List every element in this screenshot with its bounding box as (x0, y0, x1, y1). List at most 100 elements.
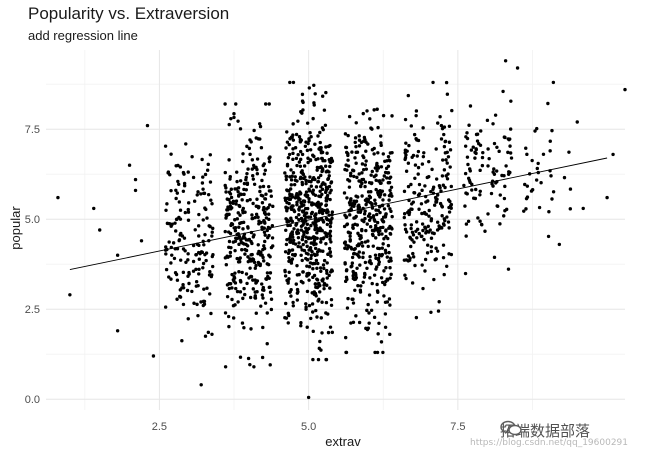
data-point (300, 92, 305, 97)
data-point (286, 196, 290, 201)
data-point (204, 258, 208, 263)
data-point (206, 330, 211, 335)
data-point (376, 332, 380, 336)
data-point (328, 197, 332, 202)
data-point (379, 181, 383, 185)
data-point (256, 137, 261, 141)
data-point (304, 190, 309, 194)
data-point (446, 198, 451, 202)
data-point (194, 253, 198, 257)
data-point (235, 289, 240, 294)
data-point (240, 248, 244, 252)
data-point (436, 121, 440, 125)
data-point (182, 184, 187, 188)
data-point (247, 146, 252, 151)
data-point (305, 194, 309, 199)
data-point (311, 329, 315, 334)
data-point (605, 195, 609, 200)
data-point (307, 200, 311, 204)
data-point (368, 195, 373, 200)
data-point (244, 188, 248, 192)
data-point (450, 108, 454, 113)
data-point (322, 286, 326, 291)
data-point (354, 194, 358, 198)
data-point (385, 278, 390, 282)
data-point (252, 163, 256, 168)
data-point (475, 139, 480, 143)
data-point (176, 163, 180, 168)
data-point (287, 258, 292, 263)
data-point (301, 270, 305, 274)
data-point (293, 175, 297, 179)
data-point (367, 260, 372, 264)
data-point (267, 159, 272, 164)
data-point (324, 242, 328, 246)
data-point (441, 243, 446, 247)
data-point (308, 175, 312, 179)
data-point (286, 279, 290, 284)
y-tick-label: 0.0 (25, 394, 40, 406)
data-point (200, 157, 204, 162)
data-point (270, 224, 275, 228)
data-point (294, 156, 299, 161)
data-point (358, 237, 362, 241)
data-point (379, 276, 384, 280)
data-point (343, 246, 347, 250)
data-point (318, 290, 322, 294)
data-point (326, 252, 330, 256)
data-point (423, 269, 427, 273)
data-point (373, 198, 377, 202)
data-point (248, 295, 253, 300)
data-point (381, 178, 385, 182)
data-point (440, 174, 445, 178)
data-point (301, 242, 305, 247)
data-point (234, 236, 238, 240)
data-point (357, 172, 361, 176)
data-point (388, 265, 392, 270)
data-point (330, 330, 335, 335)
data-point (263, 197, 267, 201)
data-point (267, 285, 271, 290)
data-point (411, 200, 416, 204)
data-point (297, 135, 302, 139)
data-point (440, 214, 444, 218)
data-point (232, 115, 236, 120)
data-point (375, 107, 379, 111)
data-point (309, 184, 314, 188)
data-point (319, 348, 323, 352)
data-point (386, 243, 391, 248)
data-point (309, 256, 313, 261)
data-point (361, 280, 365, 284)
data-point (253, 266, 257, 270)
data-point (242, 192, 246, 197)
data-point (285, 164, 290, 168)
data-point (509, 156, 514, 160)
data-point (174, 229, 178, 233)
data-point (352, 174, 356, 179)
data-point (413, 163, 418, 167)
data-point (323, 231, 327, 235)
data-point (283, 301, 288, 306)
data-point (390, 150, 394, 155)
data-point (253, 294, 257, 298)
data-point (291, 80, 296, 85)
data-point (423, 184, 427, 188)
data-point (181, 270, 186, 275)
data-point (252, 128, 256, 133)
data-point (324, 234, 328, 238)
data-point (414, 109, 419, 113)
data-point (252, 260, 257, 265)
data-point (195, 302, 199, 307)
data-point (291, 204, 295, 208)
data-point (258, 124, 263, 129)
data-point (530, 158, 534, 163)
data-point (343, 279, 348, 284)
data-point (383, 300, 388, 304)
data-point (238, 221, 242, 226)
data-point (421, 154, 426, 159)
data-point (369, 126, 373, 130)
data-point (245, 199, 250, 203)
data-point (524, 207, 528, 211)
data-point (324, 90, 328, 95)
data-point (249, 140, 253, 144)
